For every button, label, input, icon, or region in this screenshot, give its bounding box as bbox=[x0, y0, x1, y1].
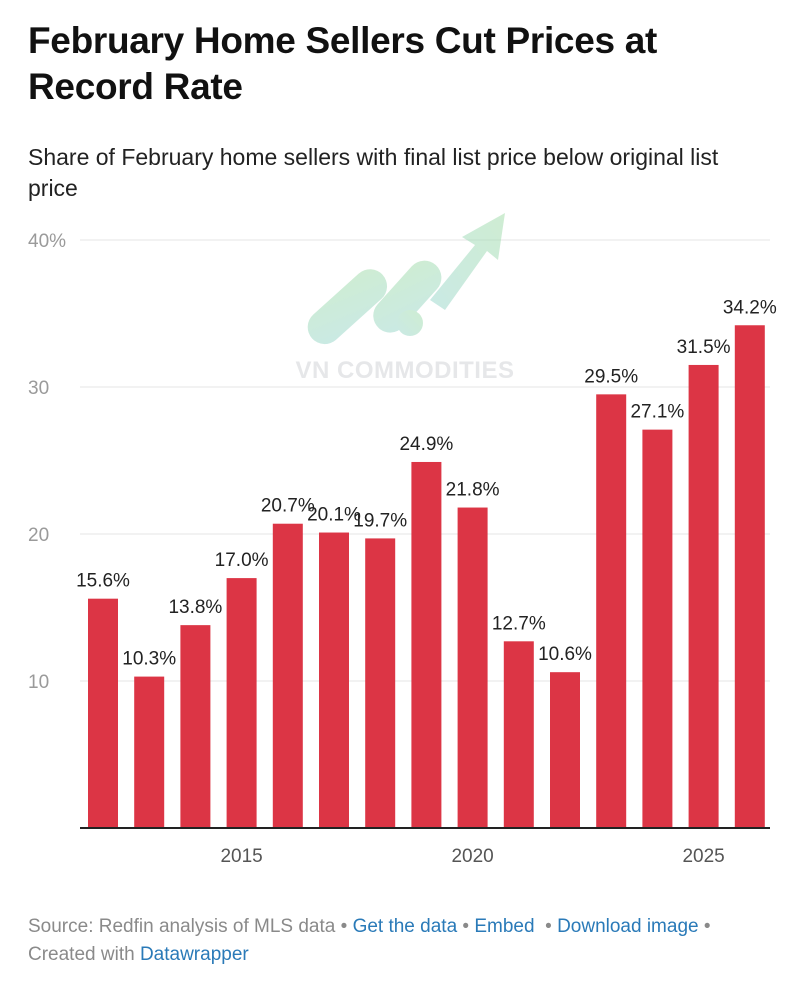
get-data-link[interactable]: Get the data bbox=[352, 916, 458, 937]
bar bbox=[550, 672, 580, 828]
bar-value-label: 17.0% bbox=[215, 550, 269, 571]
bar bbox=[365, 538, 396, 828]
bar bbox=[734, 325, 765, 828]
bar bbox=[226, 578, 257, 828]
y-tick-label: 20 bbox=[28, 525, 49, 546]
bar bbox=[596, 394, 627, 828]
download-image-link[interactable]: Download image bbox=[557, 916, 699, 937]
bar-value-label: 15.6% bbox=[76, 571, 130, 592]
bar bbox=[88, 598, 118, 828]
y-tick-label: 40% bbox=[28, 231, 66, 252]
x-tick-label: 2015 bbox=[220, 846, 262, 867]
bar-value-label: 24.9% bbox=[399, 434, 453, 455]
bar-value-label: 20.7% bbox=[261, 496, 315, 517]
bar-value-label: 19.7% bbox=[353, 510, 407, 531]
datawrapper-link[interactable]: Datawrapper bbox=[139, 944, 249, 965]
bar bbox=[180, 625, 211, 828]
embed-link[interactable]: Embed bbox=[474, 916, 535, 937]
y-tick-label: 30 bbox=[28, 378, 49, 399]
bar bbox=[503, 641, 534, 828]
x-tick-label: 2020 bbox=[451, 846, 493, 867]
source-text: Source: Redfin analysis of MLS data bbox=[28, 916, 336, 937]
bar bbox=[411, 461, 442, 828]
bar-value-label: 10.3% bbox=[122, 649, 176, 670]
bar bbox=[134, 676, 165, 828]
bar-value-label: 34.2% bbox=[723, 297, 777, 318]
bar-value-label: 27.1% bbox=[630, 402, 684, 423]
bar-value-label: 12.7% bbox=[492, 613, 546, 634]
bar-value-label: 21.8% bbox=[446, 480, 500, 501]
bar bbox=[457, 507, 488, 828]
chart-subtitle: Share of February home sellers with fina… bbox=[28, 144, 719, 201]
created-with-text: Created with bbox=[28, 944, 135, 965]
bar-chart: 10203040%15.6%10.3%13.8%17.0%20.7%20.1%1… bbox=[28, 231, 777, 867]
chart-title: February Home Sellers Cut Prices at Reco… bbox=[28, 20, 658, 107]
bar-value-label: 20.1% bbox=[307, 505, 361, 526]
bar-value-label: 10.6% bbox=[538, 644, 592, 665]
bar bbox=[688, 364, 719, 828]
x-tick-label: 2025 bbox=[682, 846, 724, 867]
chart-footer: Source: Redfin analysis of MLS data • Ge… bbox=[28, 916, 711, 965]
bar bbox=[272, 523, 303, 828]
bar-value-label: 29.5% bbox=[584, 366, 638, 387]
bar-value-label: 13.8% bbox=[168, 597, 222, 618]
y-tick-label: 10 bbox=[28, 672, 49, 693]
bar bbox=[319, 532, 349, 828]
bar-value-label: 31.5% bbox=[677, 337, 731, 358]
bar bbox=[642, 429, 673, 828]
